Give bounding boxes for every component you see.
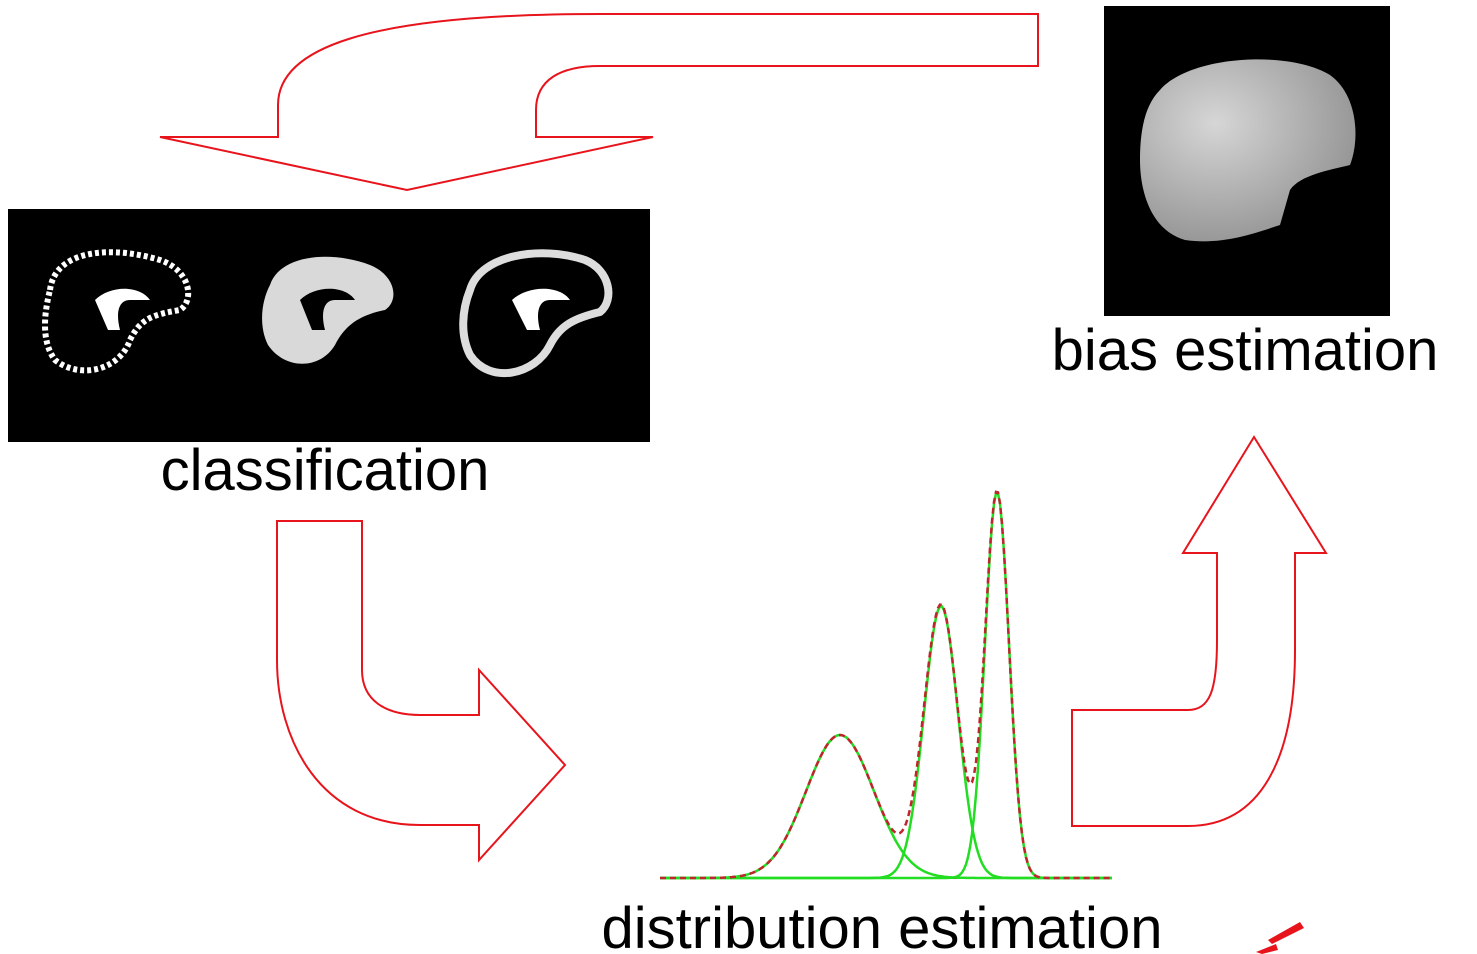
curve xyxy=(660,735,1112,878)
bias-image xyxy=(1104,6,1390,316)
diagram: classification bias estimation distribut… xyxy=(0,0,1477,954)
distribution-plot xyxy=(660,492,1112,878)
arrow-to-distribution xyxy=(277,521,565,860)
arrow-to-bias xyxy=(1072,437,1326,826)
decoration xyxy=(1268,922,1304,944)
classification-label: classification xyxy=(161,438,490,503)
curve xyxy=(660,492,1112,878)
classification-image xyxy=(8,209,650,442)
decoration xyxy=(1256,944,1278,954)
curve xyxy=(660,607,1112,879)
bias-label: bias estimation xyxy=(1052,318,1439,383)
arrow-to-classification xyxy=(160,14,1038,190)
distribution-label: distribution estimation xyxy=(602,896,1163,954)
page: classification bias estimation distribut… xyxy=(0,0,1477,954)
